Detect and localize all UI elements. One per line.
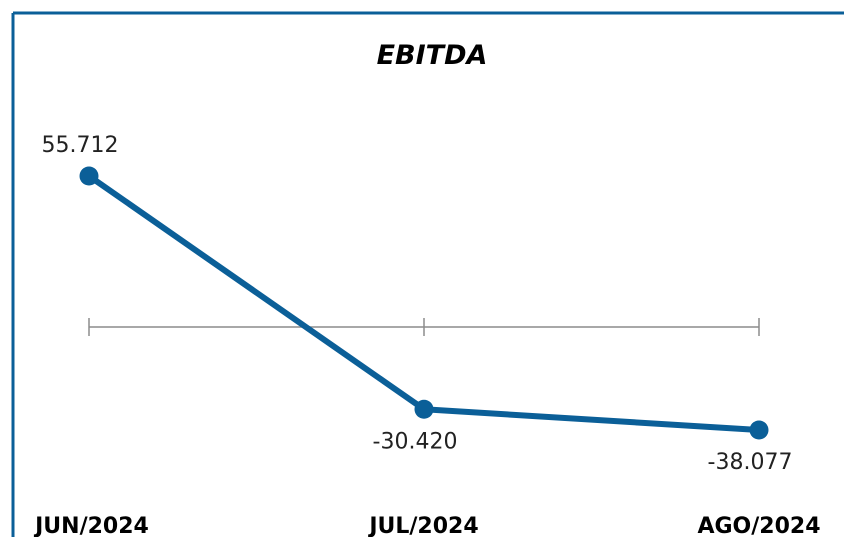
category-label-jul-2024: JUL/2024 (367, 514, 478, 537)
chart-title: EBITDA (377, 40, 488, 71)
data-point-jul-2024 (414, 399, 434, 419)
zero-axis (88, 318, 760, 336)
series-line-layer (86, 173, 762, 433)
data-label-jun-2024: 55.712 (42, 133, 119, 158)
data-label-ago-2024: -38.077 (708, 450, 793, 475)
data-point-jun-2024 (79, 166, 99, 186)
data-label-jul-2024: -30.420 (373, 429, 458, 454)
data-points (79, 166, 769, 440)
category-label-ago-2024: AGO/2024 (697, 514, 820, 537)
series-line (86, 173, 762, 433)
data-point-ago-2024 (749, 420, 769, 440)
data-labels: 55.712 -30.420 -38.077 (42, 133, 793, 475)
category-labels: JUN/2024 JUL/2024 AGO/2024 (33, 514, 820, 537)
category-label-jun-2024: JUN/2024 (33, 514, 149, 537)
